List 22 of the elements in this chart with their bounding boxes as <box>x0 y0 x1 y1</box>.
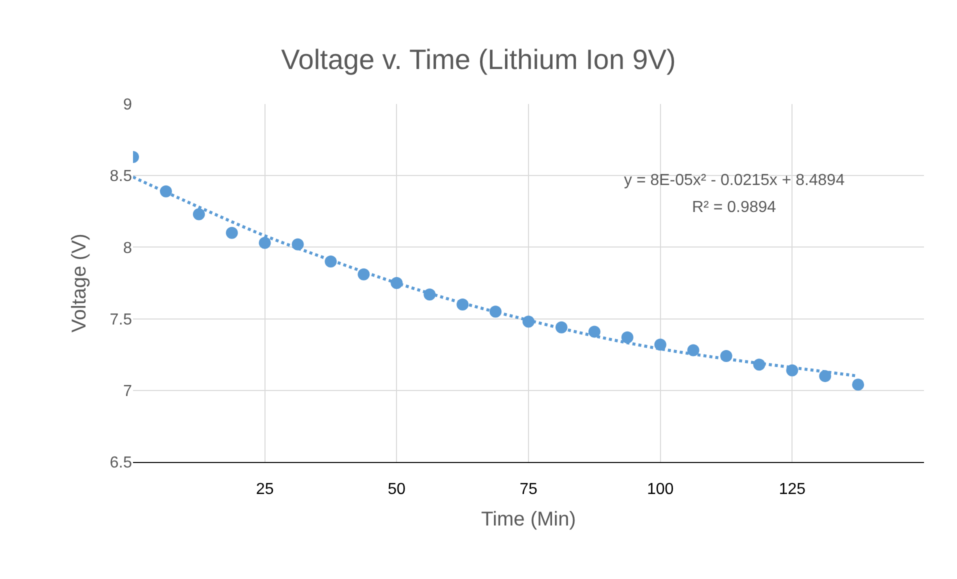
y-tick-label: 8.5 <box>110 168 132 186</box>
point <box>258 236 271 249</box>
annotation: y = 8E-05x² - 0.0215x + 8.4894 <box>624 172 845 189</box>
y-tick-label: 6.5 <box>110 454 132 472</box>
point <box>621 331 634 344</box>
point <box>226 226 238 239</box>
x-tick-label: 25 <box>256 481 274 498</box>
annotation: R² = 0.9894 <box>692 199 776 216</box>
chart-title: Voltage v. Time (Lithium Ion 9V) <box>281 44 676 75</box>
y-tick-label: 7.5 <box>110 311 132 328</box>
x-tick-label: 50 <box>388 481 406 498</box>
y-tick-label: 7 <box>123 383 132 400</box>
y-axis-title: Voltage (V) <box>68 234 90 332</box>
x-tick-label: 100 <box>646 481 674 498</box>
point <box>192 208 205 220</box>
x-tick-label: 75 <box>520 481 538 498</box>
point <box>852 378 864 391</box>
x-tick-label: 125 <box>778 481 806 498</box>
y-tick-label: 8 <box>123 240 132 257</box>
y-tick-label: 9 <box>123 96 132 114</box>
point <box>588 326 600 338</box>
x-axis-title: Time (Min) <box>481 508 576 531</box>
